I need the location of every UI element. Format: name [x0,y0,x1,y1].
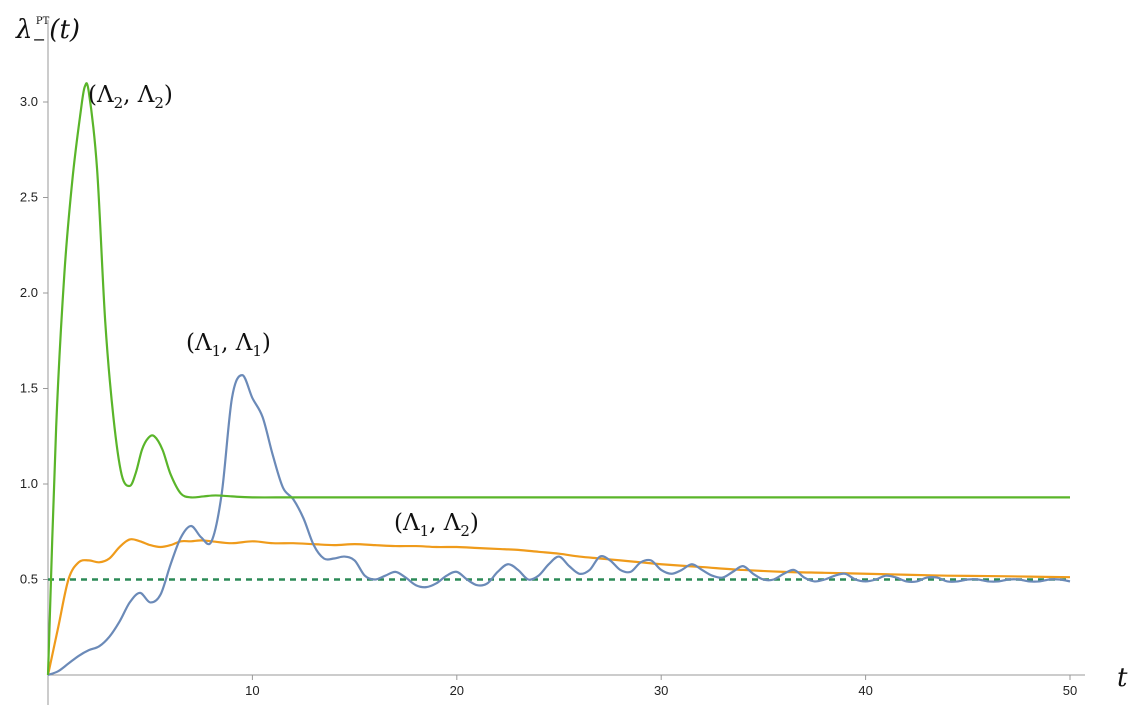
series-line-1 [47,374,1071,677]
x-axis-title: t [1117,663,1128,693]
series-label-lambda1-lambda2: (Λ1, Λ2) [394,510,479,540]
y-tick-label: 0.5 [20,572,38,587]
series-label-lambda2-lambda2: (Λ2, Λ2) [88,82,173,112]
y-axis-title: λ−PT(t) [15,15,80,49]
y-tick-label: 2.0 [20,285,38,300]
series-group [46,82,1071,677]
x-tick-label: 40 [858,683,872,698]
series-labels: (Λ2, Λ2) (Λ1, Λ1) (Λ1, Λ2) [88,82,479,540]
y-tick-label: 1.5 [20,381,38,396]
x-tick-label: 50 [1063,683,1077,698]
series-label-lambda1-lambda1: (Λ1, Λ1) [186,330,271,360]
ticks: 10 20 30 40 50 0.5 1.0 1.5 2.0 2.5 3.0 [20,94,1077,698]
x-tick-label: 20 [450,683,464,698]
x-tick-label: 30 [654,683,668,698]
y-tick-label: 3.0 [20,94,38,109]
axes [47,20,1085,705]
series-line-0 [46,82,1070,676]
y-tick-label: 1.0 [20,476,38,491]
series-line-2 [46,538,1071,676]
x-tick-label: 10 [245,683,259,698]
y-tick-label: 2.5 [20,190,38,205]
